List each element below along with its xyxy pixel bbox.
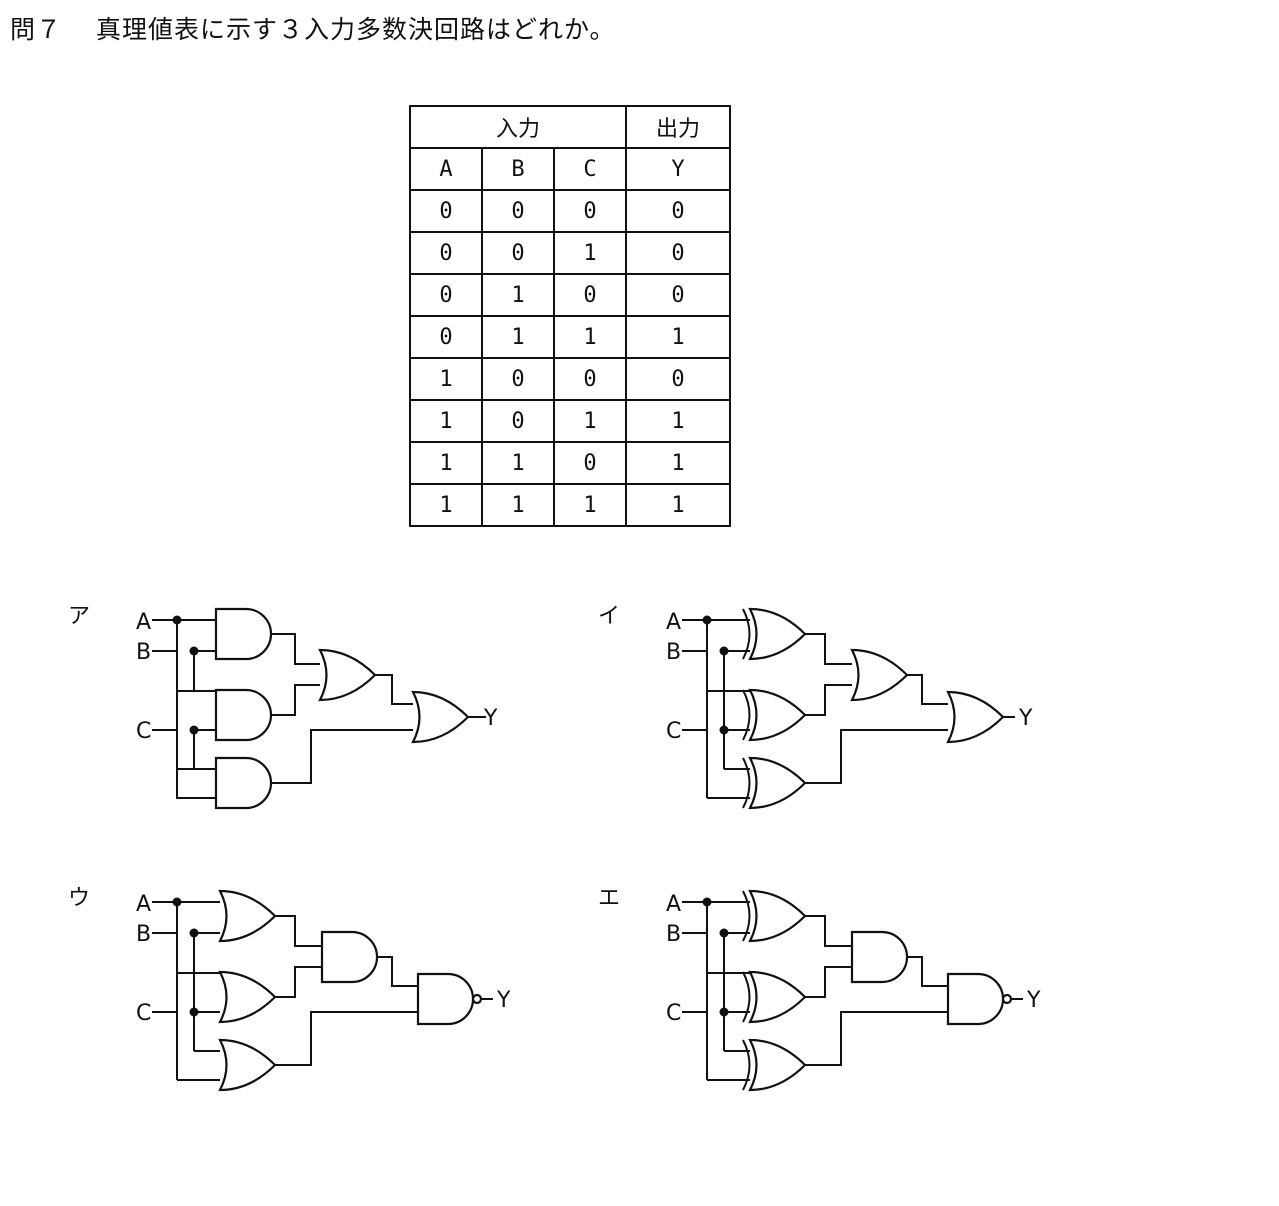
table-cell: 0 bbox=[553, 189, 627, 233]
xor-gate-3 bbox=[741, 756, 807, 810]
input-label-a: A bbox=[666, 892, 681, 917]
xor-gate-1 bbox=[741, 607, 807, 661]
table-cell: 1 bbox=[481, 483, 555, 527]
and-gate-3 bbox=[214, 756, 273, 810]
circuit-option-4: エ AB C Y bbox=[598, 886, 1041, 1092]
column-header-b: B bbox=[481, 147, 555, 191]
or-gate-second bbox=[850, 648, 909, 702]
option-label: ア bbox=[68, 604, 90, 629]
table-cell: 1 bbox=[409, 399, 483, 443]
circuit-wires bbox=[681, 896, 949, 1081]
xor-gate-1 bbox=[741, 889, 807, 943]
output-label-y: Y bbox=[496, 988, 511, 1013]
circuit-option-2: イ AB C Y bbox=[598, 604, 1033, 810]
xor-gate-3 bbox=[741, 1038, 807, 1092]
question-body: 真理値表に示す３入力多数決回路はどれか。 bbox=[96, 15, 616, 44]
input-label-b: B bbox=[136, 640, 151, 665]
table-cell: 0 bbox=[409, 189, 483, 233]
input-label-a: A bbox=[136, 892, 151, 917]
question-number: 問７ bbox=[10, 15, 63, 44]
table-cell: 1 bbox=[409, 483, 483, 527]
or-gate-3 bbox=[218, 1038, 277, 1092]
and-gate-2 bbox=[214, 688, 273, 742]
option-label: エ bbox=[598, 886, 620, 911]
output-label-y: Y bbox=[1018, 706, 1033, 731]
table-cell: 0 bbox=[481, 231, 555, 275]
column-header-y: Y bbox=[625, 147, 731, 191]
and-gate-second bbox=[320, 930, 379, 984]
table-cell: 1 bbox=[409, 357, 483, 401]
input-label-c: C bbox=[136, 719, 151, 744]
circuit-option-3: ウ AB C Y bbox=[68, 886, 511, 1092]
input-label-b: B bbox=[136, 922, 151, 947]
input-group-header: 入力 bbox=[409, 105, 627, 149]
table-cell: 0 bbox=[481, 357, 555, 401]
input-label-b: B bbox=[666, 922, 681, 947]
table-cell: 1 bbox=[481, 441, 555, 485]
table-cell: 0 bbox=[409, 315, 483, 359]
table-cell: 1 bbox=[553, 399, 627, 443]
table-cell: 1 bbox=[553, 231, 627, 275]
or-gate-1 bbox=[218, 889, 277, 943]
table-cell: 0 bbox=[553, 441, 627, 485]
or-gate-2 bbox=[218, 970, 277, 1024]
column-header-a: A bbox=[409, 147, 483, 191]
input-label-c: C bbox=[136, 1001, 151, 1026]
nand-gate-final bbox=[416, 972, 483, 1026]
circuit-option-1: ア AB C Y bbox=[68, 604, 498, 810]
input-label-a: A bbox=[666, 610, 681, 635]
table-cell: 0 bbox=[625, 273, 731, 317]
table-cell: 0 bbox=[553, 357, 627, 401]
option-label: ウ bbox=[68, 886, 90, 911]
or-gate-second bbox=[318, 648, 377, 702]
table-cell: 0 bbox=[481, 189, 555, 233]
nand-gate-final bbox=[946, 972, 1013, 1026]
xor-gate-2 bbox=[741, 688, 807, 742]
circuit-wires bbox=[681, 614, 949, 799]
or-gate-final bbox=[411, 690, 470, 744]
output-label-y: Y bbox=[1026, 988, 1041, 1013]
table-cell: 0 bbox=[625, 357, 731, 401]
column-header-c: C bbox=[553, 147, 627, 191]
output-group-header: 出力 bbox=[625, 105, 731, 149]
table-cell: 0 bbox=[625, 189, 731, 233]
table-cell: 1 bbox=[625, 399, 731, 443]
table-cell: 1 bbox=[481, 273, 555, 317]
table-cell: 0 bbox=[481, 399, 555, 443]
table-cell: 0 bbox=[625, 231, 731, 275]
input-label-b: B bbox=[666, 640, 681, 665]
output-label-y: Y bbox=[483, 706, 498, 731]
or-gate-final bbox=[946, 690, 1005, 744]
table-cell: 0 bbox=[409, 273, 483, 317]
table-cell: 1 bbox=[625, 483, 731, 527]
and-gate-1 bbox=[214, 607, 273, 661]
input-label-c: C bbox=[666, 719, 681, 744]
table-cell: 0 bbox=[409, 231, 483, 275]
and-gate-second bbox=[850, 930, 909, 984]
table-cell: 1 bbox=[625, 441, 731, 485]
question-text: 問７ 真理値表に示す３入力多数決回路はどれか。 bbox=[10, 10, 616, 46]
table-cell: 1 bbox=[553, 315, 627, 359]
table-cell: 1 bbox=[481, 315, 555, 359]
circuit-wires bbox=[151, 896, 419, 1081]
table-cell: 1 bbox=[409, 441, 483, 485]
input-label-a: A bbox=[136, 610, 151, 635]
table-cell: 1 bbox=[553, 483, 627, 527]
input-label-c: C bbox=[666, 1001, 681, 1026]
table-cell: 0 bbox=[553, 273, 627, 317]
xor-gate-2 bbox=[741, 970, 807, 1024]
table-cell: 1 bbox=[625, 315, 731, 359]
option-label: イ bbox=[598, 604, 620, 629]
